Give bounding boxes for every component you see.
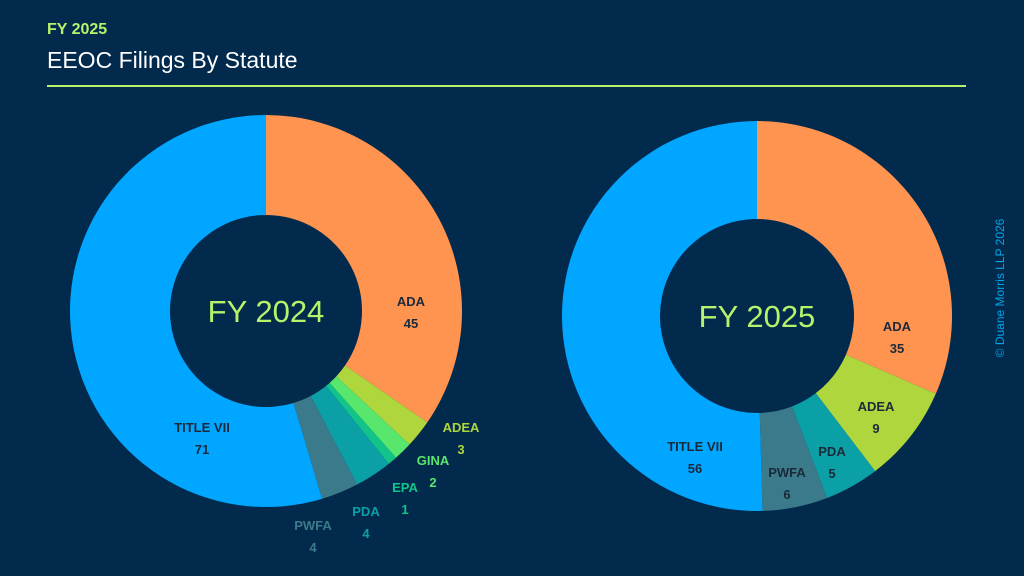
donut-2-label-pda-value: 5 xyxy=(828,466,835,481)
donut-1-label-gina-value: 2 xyxy=(429,475,436,490)
donut-1-label-title-vii: TITLE VII 71 xyxy=(174,420,230,457)
donut-1-label-ada: ADA 45 xyxy=(397,294,426,331)
donut-2-slice-pwfa xyxy=(759,406,828,511)
donut-1-label-gina-name: GINA xyxy=(417,453,450,468)
donut-2-label-ada-name: ADA xyxy=(883,319,912,334)
donut-1-label-pwfa: PWFA 4 xyxy=(294,518,332,555)
donut-1-slice-gina xyxy=(329,376,410,458)
title-divider xyxy=(47,85,966,87)
donut-2-label-adea: ADEA 9 xyxy=(858,399,895,436)
donut-2-label-adea-value: 9 xyxy=(872,421,879,436)
donut-2-label-ada-value: 35 xyxy=(890,341,904,356)
donut-2-label-adea-name: ADEA xyxy=(858,399,895,414)
donut-1-label-epa: EPA 1 xyxy=(392,480,418,517)
donut-1-label-ada-value: 45 xyxy=(404,316,418,331)
donut-1-label-adea-value: 3 xyxy=(457,442,464,457)
donut-1-slice-epa xyxy=(326,382,396,464)
donut-1-label-pwfa-value: 4 xyxy=(309,540,317,555)
donut-1-slice-pwfa xyxy=(293,396,358,499)
donut-2-slice-title-vii xyxy=(562,121,763,511)
donut-1-slice-pda xyxy=(310,385,389,485)
donut-1-label-pda-name: PDA xyxy=(352,504,380,519)
header-kicker: FY 2025 xyxy=(47,21,108,38)
donut-2-label-pda: PDA 5 xyxy=(818,444,846,481)
donut-2-label-pwfa: PWFA 6 xyxy=(768,465,806,502)
donut-1-label-title-vii-name: TITLE VII xyxy=(174,420,230,435)
donut-1-label-adea-name: ADEA xyxy=(443,420,480,435)
donut-2-label-title-vii-name: TITLE VII xyxy=(667,439,723,454)
donut-2-slice-pda xyxy=(791,393,876,498)
donut-1-label-pwfa-name: PWFA xyxy=(294,518,332,533)
donut-1-label-ada-name: ADA xyxy=(397,294,426,309)
donut-2-label-pwfa-name: PWFA xyxy=(768,465,806,480)
donut-1-label-pda: PDA 4 xyxy=(352,504,380,541)
donut-1-center-label: FY 2024 xyxy=(208,294,325,329)
donut-1-slice-ada xyxy=(266,115,462,423)
donut-1-label-title-vii-value: 71 xyxy=(195,442,209,457)
donut-1-label-epa-name: EPA xyxy=(392,480,418,495)
donut-1-label-epa-value: 1 xyxy=(401,502,408,517)
donut-1-label-gina: GINA 2 xyxy=(417,453,450,490)
donut-2-label-title-vii: TITLE VII 56 xyxy=(667,439,723,476)
donut-1-slice-adea xyxy=(336,365,428,445)
donut-2-label-title-vii-value: 56 xyxy=(688,461,702,476)
donut-2-slice-ada xyxy=(757,121,952,394)
donut-2-slice-adea xyxy=(815,354,936,472)
donut-1-slice-title-vii xyxy=(69,115,323,507)
donut-1-label-adea: ADEA 3 xyxy=(443,420,480,457)
donut-2-label-pwfa-value: 6 xyxy=(783,487,790,502)
donut-1-label-pda-value: 4 xyxy=(362,526,370,541)
donut-2-label-pda-name: PDA xyxy=(818,444,846,459)
page-title: EEOC Filings By Statute xyxy=(47,47,298,73)
donut-2-center-label: FY 2025 xyxy=(699,299,816,334)
donut-2-label-ada: ADA 35 xyxy=(883,319,912,356)
